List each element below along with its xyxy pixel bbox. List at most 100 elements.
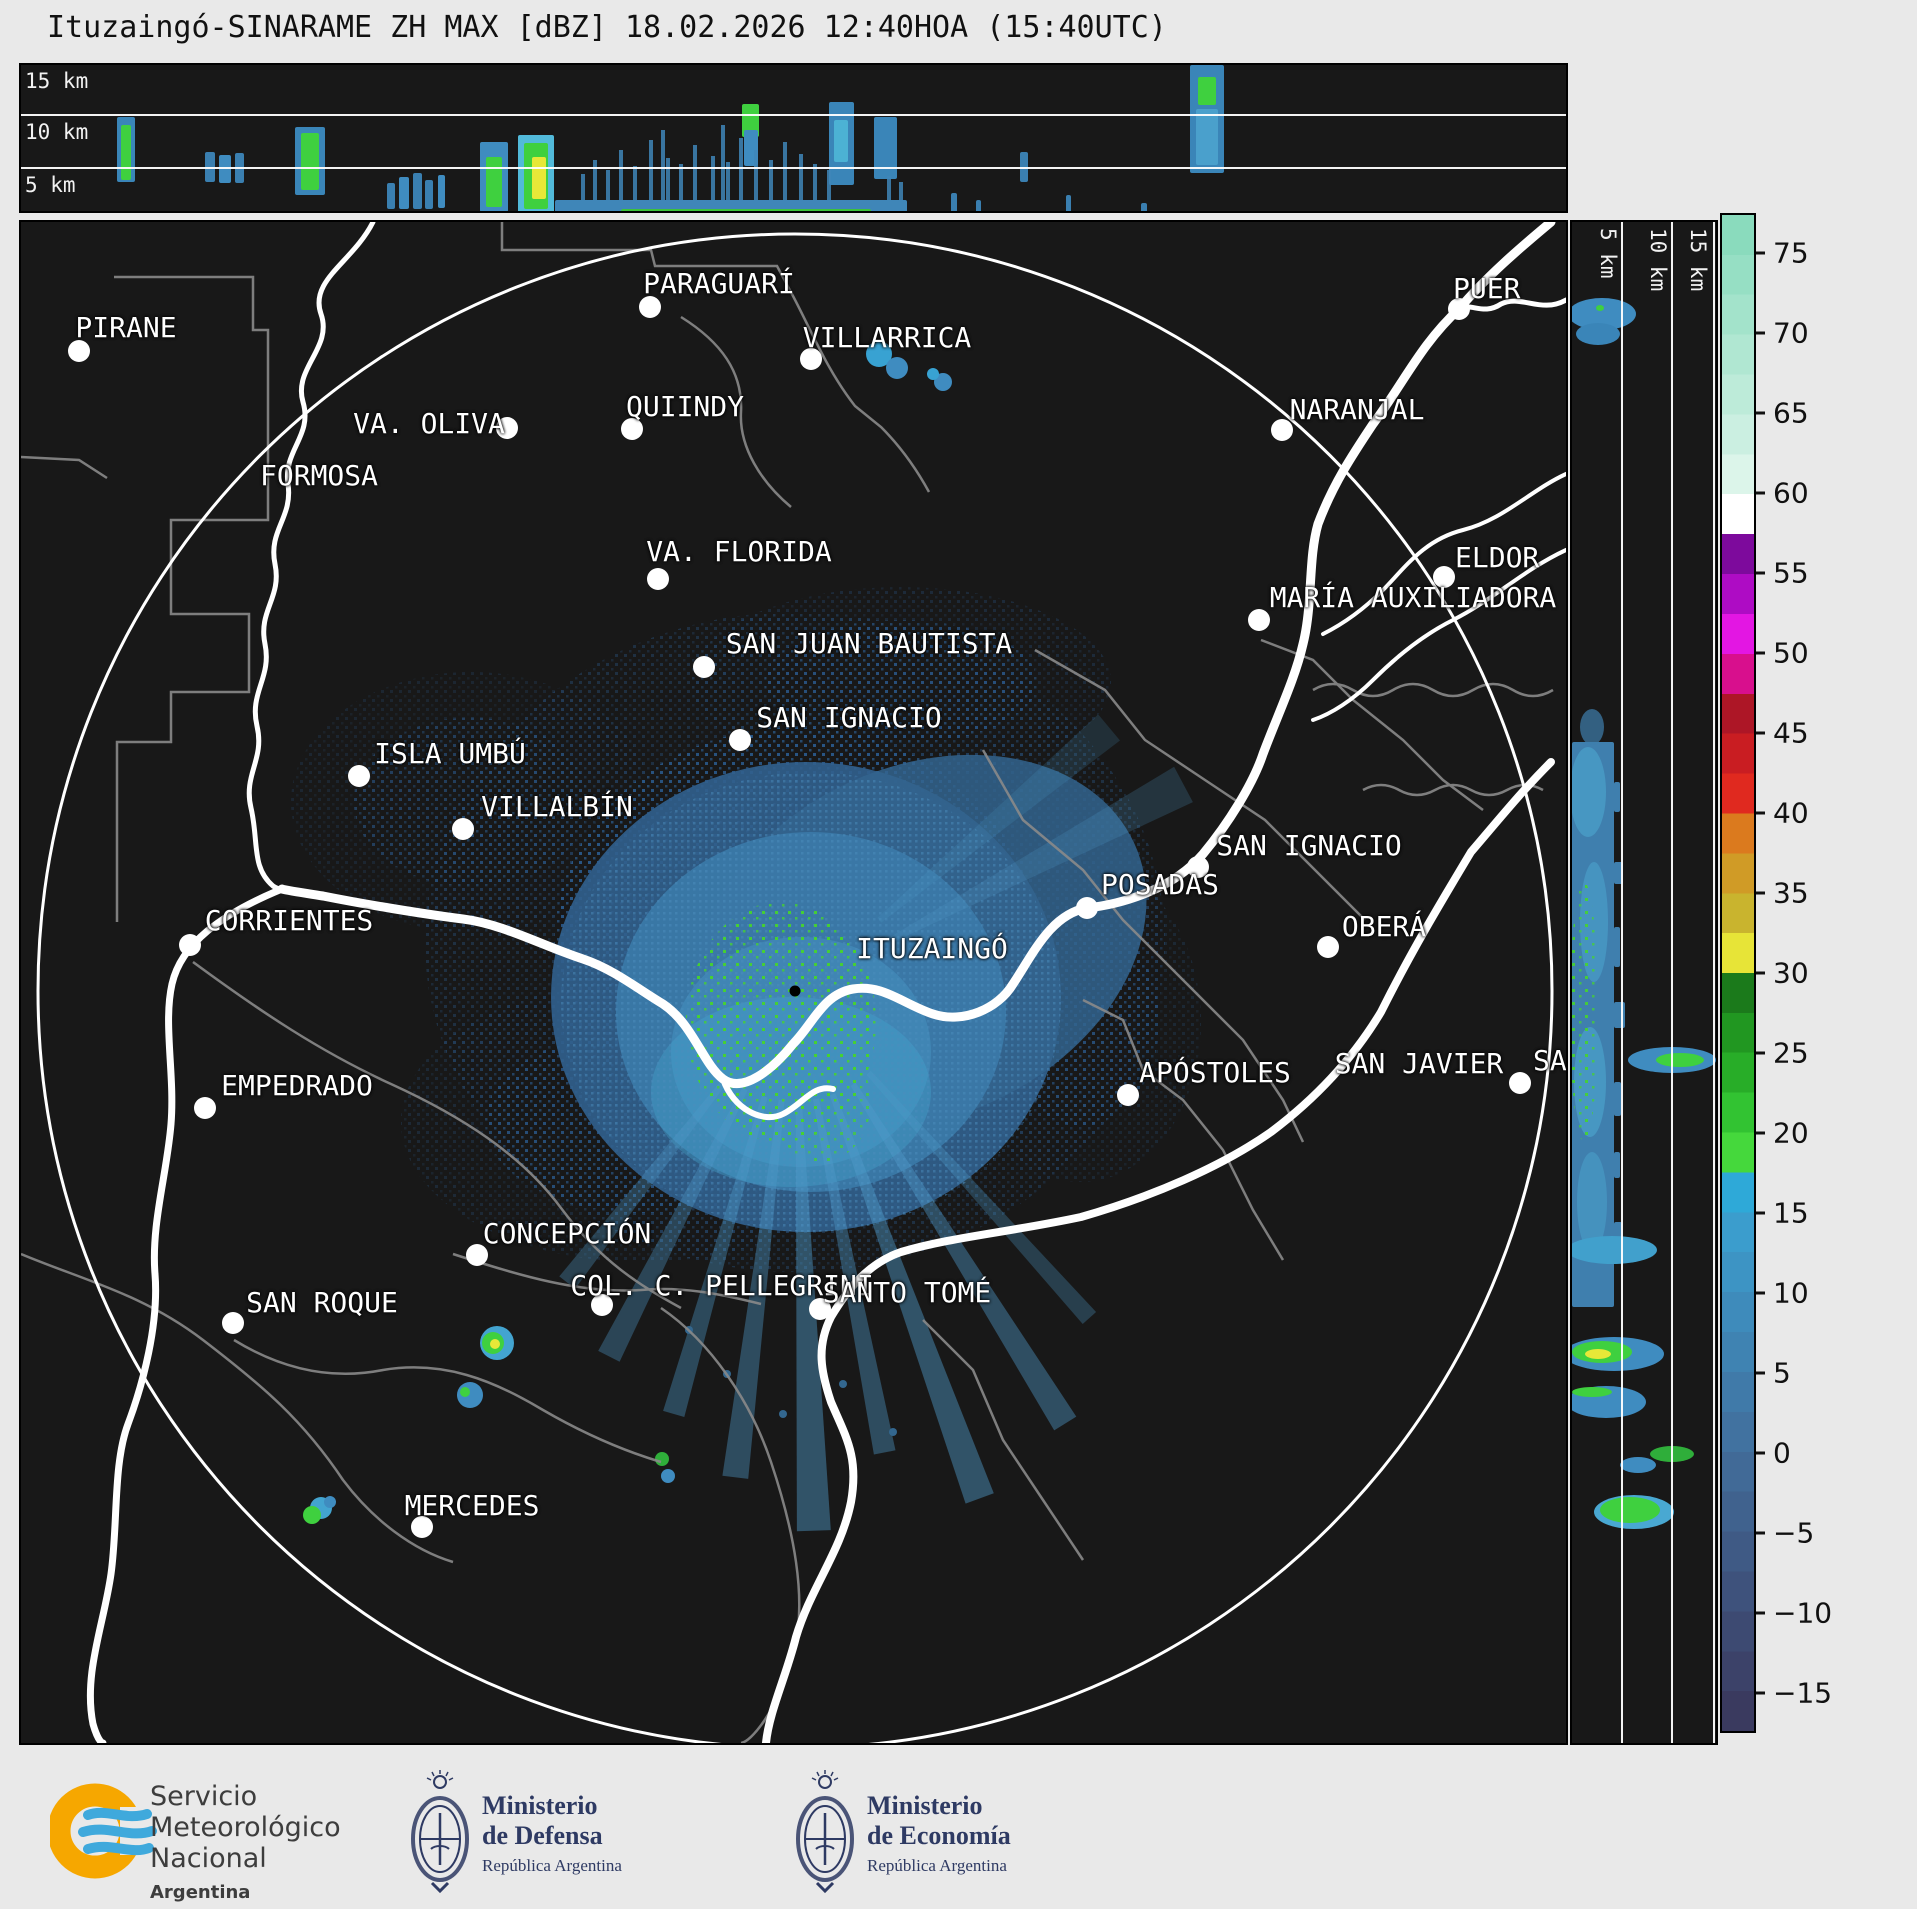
colorbar-tick-mark bbox=[1756, 971, 1765, 975]
defensa-line2: de Defensa bbox=[482, 1821, 603, 1850]
city-dot bbox=[1248, 609, 1270, 631]
city-dot bbox=[348, 765, 370, 787]
colorbar-tick-label: 35 bbox=[1773, 876, 1809, 910]
city-label: VA. FLORIDA bbox=[646, 534, 832, 568]
right-15km-gridline bbox=[1713, 222, 1715, 1743]
colorbar-tick-mark bbox=[1756, 651, 1765, 655]
city-dot bbox=[496, 417, 518, 439]
colorbar: 75 70 65 60 55 50 45 40 35 30 25 20 15 10 5 0 −5 −10 −15 bbox=[1720, 213, 1917, 1733]
colorbar-tick-label: −10 bbox=[1773, 1596, 1833, 1630]
city-label: APÓSTOLES bbox=[1139, 1055, 1291, 1089]
economia-logo-text: Ministerio de Economía República Argenti… bbox=[867, 1791, 1011, 1876]
city-label: OBERÁ bbox=[1341, 909, 1427, 943]
colorbar-tick-label: 70 bbox=[1773, 316, 1809, 350]
right-5km-label: 5 km bbox=[1596, 228, 1620, 279]
economia-line3: República Argentina bbox=[867, 1856, 1007, 1875]
rivers bbox=[86, 222, 1566, 1743]
city-label: POSADAS bbox=[1100, 867, 1220, 901]
city-dot bbox=[452, 818, 474, 840]
city-label: PIRANE bbox=[75, 310, 177, 344]
colorbar-tick-label: 0 bbox=[1773, 1436, 1791, 1470]
right-profile-echoes bbox=[1572, 298, 1716, 1529]
radar-site-dot bbox=[789, 985, 801, 997]
city-label: SAN JAVIER bbox=[1334, 1046, 1504, 1080]
colorbar-tick-label: 20 bbox=[1773, 1116, 1809, 1150]
top-10km-label: 10 km bbox=[25, 120, 89, 144]
city-dot bbox=[800, 348, 822, 370]
city-label: ELDOR bbox=[1455, 540, 1540, 574]
city-dot bbox=[1187, 856, 1209, 878]
right-10km-gridline bbox=[1671, 222, 1673, 1743]
right-10km-label: 10 km bbox=[1646, 228, 1670, 292]
defensa-line1: Ministerio bbox=[482, 1791, 598, 1820]
map-panel: PIRANE PARAGUARÍ VILLARRICA QUIINDY VA. OLIV… bbox=[19, 220, 1568, 1745]
colorbar-gradient bbox=[1720, 213, 1756, 1733]
city-dot bbox=[591, 1294, 613, 1316]
radar-echo-layer bbox=[291, 341, 1201, 1532]
colorbar-tick-label: 25 bbox=[1773, 1036, 1809, 1070]
city-dot bbox=[729, 729, 751, 751]
colorbar-tick-label: −15 bbox=[1773, 1676, 1833, 1710]
smn-line1: Servicio bbox=[150, 1781, 258, 1812]
colorbar-tick-mark bbox=[1756, 811, 1765, 815]
top-5km-gridline bbox=[21, 167, 1566, 169]
top-profile-echoes bbox=[117, 65, 1224, 211]
city-dot bbox=[647, 568, 669, 590]
colorbar-tick-mark bbox=[1756, 731, 1765, 735]
colorbar-tick-label: 60 bbox=[1773, 476, 1809, 510]
city-label: QUIINDY bbox=[625, 389, 745, 423]
smn-logo-text: Servicio Meteorológico Nacional Argentin… bbox=[150, 1781, 341, 1908]
city-label: COL. C. PELLEGRINI bbox=[570, 1268, 874, 1302]
city-label: SAN JUAN BAUTISTA bbox=[725, 626, 1013, 660]
colorbar-tick-mark bbox=[1756, 891, 1765, 895]
economia-crest-icon bbox=[796, 1770, 854, 1894]
right-15km-label: 15 km bbox=[1686, 228, 1710, 292]
colorbar-tick-mark bbox=[1756, 1211, 1765, 1215]
colorbar-tick-mark bbox=[1756, 1691, 1765, 1695]
footer: Servicio Meteorológico Nacional Argentin… bbox=[0, 1755, 1917, 1909]
city-dot bbox=[621, 418, 643, 440]
city-dot bbox=[1271, 419, 1293, 441]
smn-line4: Argentina bbox=[150, 1882, 251, 1903]
colorbar-tick-mark bbox=[1756, 1291, 1765, 1295]
colorbar-tick-label: 65 bbox=[1773, 396, 1809, 430]
colorbar-tick-label: 40 bbox=[1773, 796, 1809, 830]
city-label: CONCEPCIÓN bbox=[482, 1216, 652, 1250]
colorbar-tick-label: 10 bbox=[1773, 1276, 1809, 1310]
right-profile-panel: 5 km 10 km 15 km bbox=[1570, 220, 1718, 1745]
city-dot bbox=[639, 296, 661, 318]
colorbar-tick-mark bbox=[1756, 1051, 1765, 1055]
colorbar-tick-label: 75 bbox=[1773, 236, 1809, 270]
city-dot bbox=[1117, 1084, 1139, 1106]
city-label: ISLA UMBÚ bbox=[374, 736, 526, 770]
city-label: VILLARRICA bbox=[802, 320, 972, 354]
city-dot bbox=[411, 1516, 433, 1538]
city-label: SANTO TOMÉ bbox=[822, 1275, 992, 1309]
city-dot bbox=[1317, 936, 1339, 958]
top-profile-panel: 15 km 10 km 5 km bbox=[19, 63, 1568, 213]
city-label: SAN IGNACIO bbox=[756, 700, 942, 734]
city-label: VILLALBÍN bbox=[481, 789, 633, 823]
city-dot bbox=[222, 1312, 244, 1334]
city-dot bbox=[1509, 1072, 1531, 1094]
city-dot bbox=[1076, 897, 1098, 919]
colorbar-tick-mark bbox=[1756, 491, 1765, 495]
smn-line2: Meteorológico bbox=[150, 1812, 341, 1843]
colorbar-tick-label: 50 bbox=[1773, 636, 1809, 670]
colorbar-tick-mark bbox=[1756, 411, 1765, 415]
range-ring bbox=[36, 232, 1554, 1743]
colorbar-tick-mark bbox=[1756, 571, 1765, 575]
city-label: NARANJAL bbox=[1289, 392, 1425, 426]
admin-borders bbox=[21, 222, 1554, 1743]
colorbar-tick-mark bbox=[1756, 1371, 1765, 1375]
city-label: SAN IGNACIO bbox=[1216, 828, 1402, 862]
city-label: SAN bbox=[1533, 1043, 1567, 1077]
city-label: MERCEDES bbox=[404, 1488, 540, 1522]
city-label: MARÍA AUXILIADORA bbox=[1269, 580, 1557, 614]
smn-logo-icon bbox=[50, 1783, 165, 1879]
city-dot bbox=[809, 1298, 831, 1320]
page-title: Ituzaingó-SINARAME ZH MAX [dBZ] 18.02.20… bbox=[47, 10, 1167, 45]
colorbar-tick-label: −5 bbox=[1773, 1516, 1815, 1550]
city-dot bbox=[1433, 566, 1455, 588]
